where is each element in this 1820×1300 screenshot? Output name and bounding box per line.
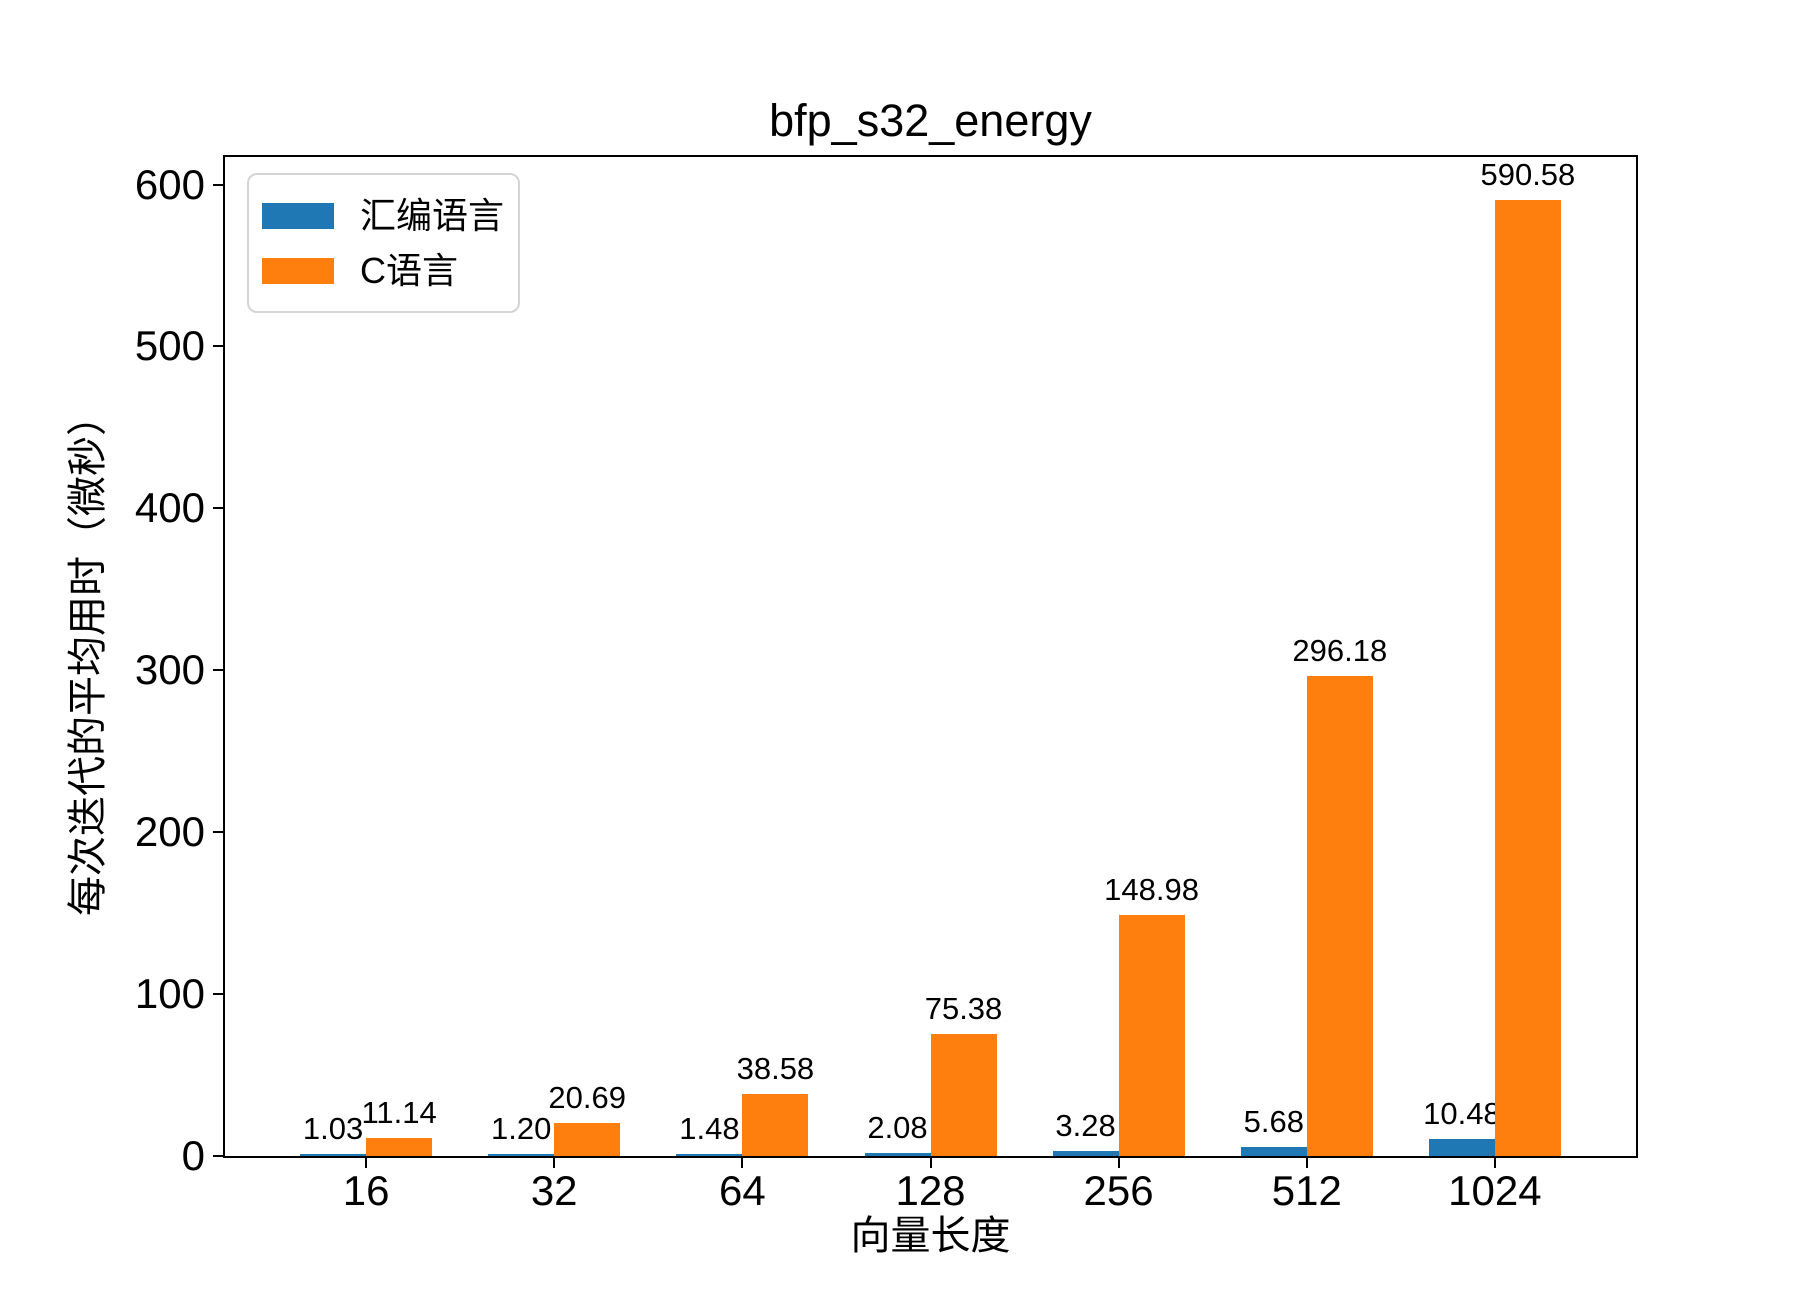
bar-c-1024 (1494, 199, 1561, 1156)
value-label-c-512: 296.18 (1292, 633, 1388, 669)
bar-assembly-1024 (1428, 1139, 1495, 1156)
y-tick-label-600: 600 (134, 160, 205, 208)
bar-assembly-128 (864, 1152, 931, 1156)
value-label-c-16: 11.14 (361, 1095, 437, 1130)
value-label-assembly-16: 1.03 (302, 1111, 364, 1147)
value-label-c-128: 75.38 (924, 991, 1003, 1026)
bar-c-64 (742, 1093, 809, 1156)
value-label-assembly-512: 5.68 (1243, 1103, 1304, 1139)
legend-label-assembly: 汇编语言 (360, 194, 505, 236)
bar-assembly-16 (300, 1154, 367, 1156)
value-label-c-256: 148.98 (1104, 871, 1200, 907)
bar-c-128 (930, 1034, 997, 1156)
x-tick-label-64: 64 (719, 1167, 766, 1214)
x-tick-mark-64 (741, 1158, 744, 1168)
legend-item-assembly: 汇编语言 (262, 188, 518, 243)
x-tick-mark-512 (1305, 1158, 1308, 1168)
legend-item-c: C语言 (262, 243, 518, 298)
x-tick-mark-1024 (1493, 1158, 1496, 1168)
x-tick-label-512: 512 (1271, 1167, 1342, 1214)
x-tick-label-1024: 1024 (1448, 1167, 1542, 1214)
bar-assembly-64 (676, 1153, 743, 1156)
x-axis-label: 向量长度 (850, 1214, 1011, 1258)
y-tick-mark-400 (213, 507, 223, 510)
y-tick-mark-0 (213, 1155, 223, 1157)
value-label-c-64: 38.58 (736, 1050, 815, 1086)
x-tick-label-32: 32 (530, 1167, 578, 1214)
value-label-assembly-32: 1.20 (491, 1111, 552, 1147)
y-tick-label-100: 100 (134, 970, 205, 1018)
y-tick-mark-500 (213, 345, 223, 348)
bar-c-512 (1306, 676, 1373, 1156)
bar-assembly-512 (1240, 1146, 1307, 1156)
value-label-assembly-256: 3.28 (1055, 1107, 1116, 1143)
legend-label-c: C语言 (360, 249, 458, 291)
y-tick-mark-300 (213, 669, 223, 672)
value-label-assembly-128: 2.08 (867, 1109, 928, 1145)
legend-swatch-c (262, 257, 334, 284)
value-label-assembly-64: 1.48 (679, 1110, 740, 1146)
plot-area: 汇编语言 C语言 1.03 11.14 1.20 20.69 1.48 38.58 2.08… (223, 155, 1638, 1158)
value-label-c-32: 20.69 (548, 1079, 626, 1115)
value-label-c-1024: 590.58 (1480, 156, 1576, 192)
x-tick-label-128: 128 (895, 1167, 966, 1214)
x-tick-mark-32 (553, 1158, 556, 1168)
legend-swatch-assembly (262, 202, 334, 229)
y-tick-mark-100 (213, 993, 223, 996)
bar-assembly-32 (488, 1154, 555, 1156)
legend: 汇编语言 C语言 (247, 173, 520, 313)
x-tick-label-256: 256 (1083, 1167, 1154, 1214)
y-tick-label-200: 200 (134, 808, 205, 856)
value-label-assembly-1024: 10.48 (1423, 1096, 1501, 1131)
y-tick-mark-600 (213, 183, 223, 186)
y-tick-label-0: 0 (181, 1132, 205, 1179)
bar-assembly-256 (1052, 1150, 1119, 1156)
y-tick-label-400: 400 (134, 484, 205, 532)
bar-c-16 (366, 1138, 433, 1156)
y-tick-mark-200 (213, 831, 223, 834)
bar-c-256 (1118, 914, 1185, 1156)
y-tick-label-500: 500 (134, 322, 205, 370)
x-tick-mark-128 (929, 1158, 932, 1168)
x-tick-mark-16 (365, 1158, 368, 1168)
x-tick-mark-256 (1117, 1158, 1120, 1168)
bar-c-32 (554, 1122, 621, 1156)
chart-title: bfp_s32_energy (769, 95, 1092, 146)
x-tick-label-16: 16 (342, 1167, 390, 1214)
y-tick-label-300: 300 (134, 646, 205, 694)
